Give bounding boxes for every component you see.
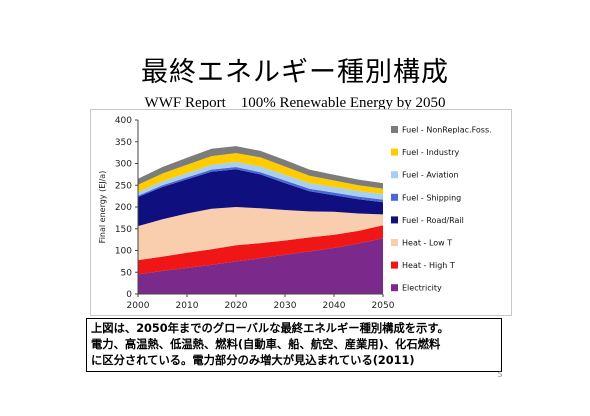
series-area-heat-high-t: [138, 225, 383, 275]
legend-swatch-fuel-industry: [391, 148, 398, 156]
legend-swatch-heat-high-t: [391, 261, 398, 269]
series-area-heat-low-t: [138, 207, 383, 261]
legend-swatch-fuel-road-rail: [391, 216, 398, 224]
slide-title: 最終エネルギー種別構成: [141, 57, 449, 88]
series-area-fuel-shipping: [138, 167, 383, 203]
series-area-electricity: [138, 238, 383, 294]
legend-label-electricity: Electricity: [402, 284, 442, 293]
x-tick-label: 2030: [274, 301, 297, 311]
y-tick-label: 100: [115, 247, 132, 257]
y-tick-label: 200: [115, 203, 132, 213]
legend-label-fuel-nonreplac-foss: Fuel - NonReplac.Foss.: [402, 126, 492, 135]
chart-panel: 0 50 100 150 200 250 300 350 400 2000 2010 2020 2030…: [90, 109, 512, 316]
slide-subtitle: WWF Report 100% Renewable Energy by 2050: [144, 95, 446, 111]
y-tick-label: 250: [115, 181, 132, 191]
x-tick-label: 2010: [176, 301, 199, 311]
page-number: 5: [498, 370, 502, 379]
y-tick-label: 300: [115, 160, 132, 170]
caption-line-3: に区分されている。電力部分のみ増大が見込まれている(2011): [91, 354, 415, 367]
series-area-fuel-road-rail: [138, 169, 383, 227]
series-area-fuel-industry: [138, 153, 383, 194]
legend-label-fuel-industry: Fuel - Industry: [402, 148, 460, 157]
x-tick-label: 2020: [225, 301, 248, 311]
series-area-fuel-aviation: [138, 161, 383, 200]
legend-swatch-fuel-aviation: [391, 171, 398, 179]
legend-label-fuel-road-rail: Fuel - Road/Rail: [402, 216, 464, 225]
legend-swatch-fuel-shipping: [391, 193, 398, 201]
legend-swatch-heat-low-t: [391, 239, 398, 246]
y-tick-label: 350: [115, 138, 132, 148]
y-tick-label: 400: [115, 116, 132, 126]
legend-swatch-electricity: [391, 284, 398, 292]
x-tick-label: 2040: [323, 301, 346, 311]
legend-label-fuel-shipping: Fuel - Shipping: [402, 193, 461, 202]
energy-area-chart: 0 50 100 150 200 250 300 350 400 2000 2010 2020 2030…: [98, 116, 492, 311]
y-tick-label: 150: [115, 225, 132, 235]
legend-label-heat-low-t: Heat - Low T: [402, 239, 452, 248]
legend-label-fuel-aviation: Fuel - Aviation: [402, 171, 459, 180]
y-tick-label: 50: [121, 268, 133, 278]
y-tick-label: 0: [126, 290, 132, 300]
caption-line-1: 上図は、2050年までのグローバルな最終エネルギー種別構成を示す。: [91, 322, 449, 335]
x-tick-label: 2000: [127, 301, 150, 311]
slide-caption: 上図は、2050年までのグローバルな最終エネルギー種別構成を示す。 電力、高温熱…: [86, 318, 502, 372]
y-axis-label: Final energy (EJ/a): [98, 171, 107, 244]
series-area-fuel-nonreplac-foss: [138, 146, 383, 189]
legend-label-heat-high-t: Heat - High T: [402, 261, 455, 270]
x-tick-label: 2050: [372, 301, 395, 311]
caption-line-2: 電力、高温熱、低温熱、燃料(自動車、船、航空、産業用)、化石燃料: [91, 338, 441, 351]
legend-swatch-fuel-nonreplac-foss: [391, 126, 398, 133]
